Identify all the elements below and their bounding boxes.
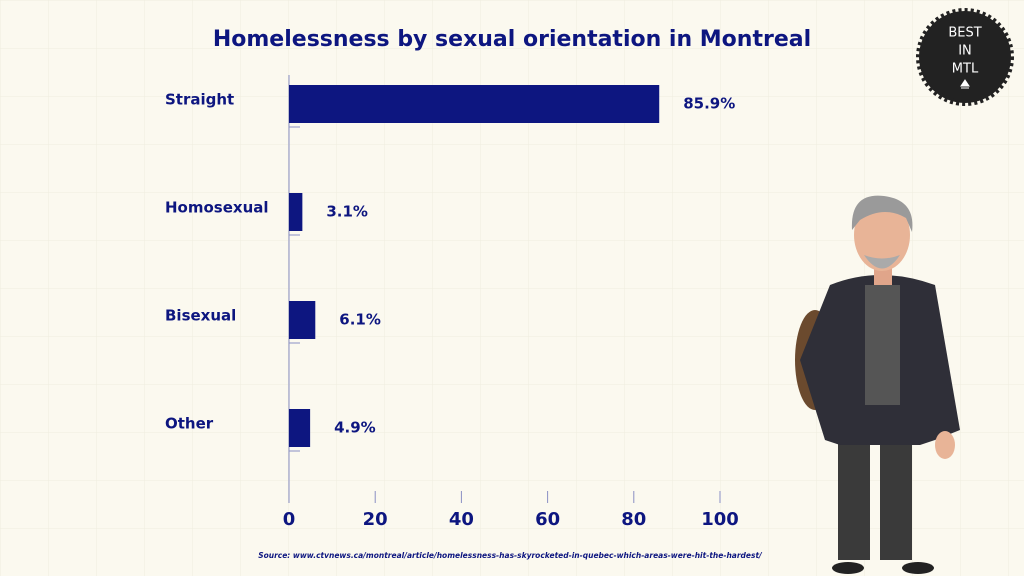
value-label: 85.9% bbox=[683, 95, 735, 113]
beard bbox=[864, 255, 900, 269]
badge-text: MTL bbox=[952, 62, 979, 77]
badge-icon bbox=[960, 79, 970, 89]
hand bbox=[935, 431, 955, 459]
y-tick-label: Homosexual bbox=[165, 199, 269, 217]
hair bbox=[851, 195, 913, 232]
y-tick-label: Straight bbox=[165, 91, 234, 109]
bar bbox=[289, 193, 303, 231]
shoe bbox=[902, 562, 934, 574]
badge: BEST IN MTL bbox=[916, 8, 1014, 106]
head bbox=[854, 199, 910, 271]
x-tick-label: 80 bbox=[621, 509, 646, 530]
value-label: 4.9% bbox=[334, 419, 376, 437]
x-tick-label: 20 bbox=[363, 509, 388, 530]
chart-title: Homelessness by sexual orientation in Mo… bbox=[213, 27, 811, 52]
bar bbox=[289, 409, 311, 447]
shoe bbox=[832, 562, 864, 574]
x-tick-label: 60 bbox=[535, 509, 560, 530]
leg bbox=[838, 440, 870, 560]
value-label: 6.1% bbox=[339, 311, 381, 329]
y-tick-label: Bisexual bbox=[165, 307, 236, 325]
y-tick-label: Other bbox=[165, 415, 214, 433]
x-tick-label: 100 bbox=[701, 509, 739, 530]
leg bbox=[880, 440, 912, 560]
value-label: 3.1% bbox=[326, 203, 368, 221]
x-tick-label: 40 bbox=[449, 509, 474, 530]
badge-text: BEST bbox=[948, 26, 981, 41]
bar bbox=[289, 85, 660, 123]
shirt bbox=[865, 285, 900, 405]
bar bbox=[289, 301, 316, 339]
badge-circle bbox=[916, 8, 1014, 106]
source: Source: www.ctvnews.ca/montreal/article/… bbox=[258, 551, 763, 560]
x-tick-label: 0 bbox=[283, 509, 296, 530]
badge-text: IN bbox=[958, 44, 972, 59]
illustration bbox=[795, 195, 960, 574]
